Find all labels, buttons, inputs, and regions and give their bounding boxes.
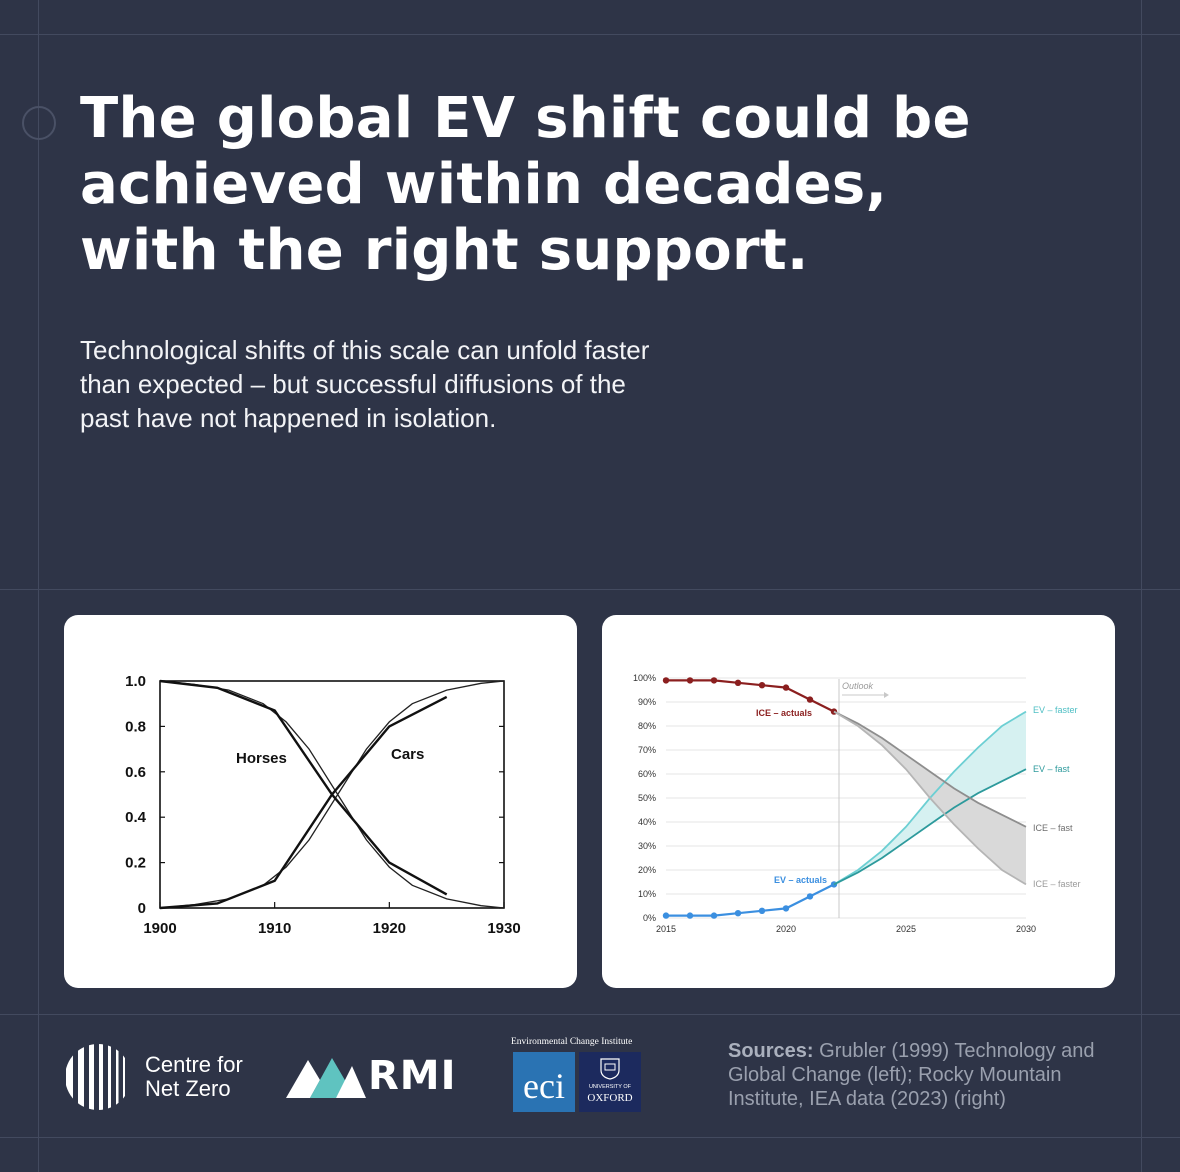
data-point [686, 677, 694, 684]
rmi-text: RMI [368, 1053, 457, 1099]
data-point [710, 677, 718, 684]
y-tick-label: 60% [638, 769, 656, 779]
grid-line [0, 1137, 1180, 1138]
label-ice-actuals: ICE – actuals [756, 708, 812, 718]
x-tick-label: 1910 [258, 920, 291, 937]
sources-note: Sources: Grubler (1999) Technology and G… [728, 1039, 1148, 1111]
data-point [734, 910, 742, 917]
y-tick-label: 80% [638, 721, 656, 731]
sources-text: Grubler (1999) Technology and [813, 1040, 1095, 1062]
series-line [666, 679, 835, 713]
oxford-crest-icon [600, 1058, 620, 1080]
series-line-cars [159, 695, 448, 910]
x-tick-label: 1920 [373, 920, 406, 937]
page-subtitle: Technological shifts of this scale can u… [80, 333, 760, 435]
x-tick-label: 2025 [896, 924, 916, 934]
sources-line: Sources: Grubler (1999) Technology and [728, 1039, 1148, 1063]
eci-header: Environmental Change Institute [511, 1037, 633, 1047]
rmi-mountain-icon [286, 1058, 366, 1098]
x-tick-label: 1900 [143, 920, 176, 937]
eci-text: eci [523, 1066, 565, 1106]
chart-card-ev-ice: 100% 90% 80% 70% 60% 50% 40% 30% 20% 10% 0% Outloo… [602, 615, 1115, 988]
subtitle-line: than expected – but successful diffusion… [80, 369, 626, 399]
y-tick-label: 50% [638, 793, 656, 803]
page-title: The global EV shift could be achieved wi… [80, 86, 1100, 284]
title-line: achieved within decades, [80, 152, 888, 217]
y-tick-label: 0.2 [125, 855, 146, 872]
series-label-cars: Cars [391, 746, 424, 763]
eci-mark: eci [513, 1052, 575, 1112]
y-tick-label: 0% [643, 913, 656, 923]
outlook-arrow-head [884, 692, 889, 698]
data-point [662, 677, 670, 684]
data-point [758, 682, 766, 689]
sources-label: Sources: [728, 1040, 814, 1062]
decorative-circle-icon [22, 106, 56, 140]
ev-ice-chart: 100% 90% 80% 70% 60% 50% 40% 30% 20% 10% 0% Outloo… [633, 673, 1081, 934]
data-point [662, 912, 670, 919]
data-point [806, 696, 814, 703]
subtitle-line: past have not happened in isolation. [80, 403, 497, 433]
grid-line [1141, 0, 1142, 1172]
data-point [686, 912, 694, 919]
data-point [758, 907, 766, 914]
sources-line: Institute, IEA data (2023) (right) [728, 1088, 1006, 1110]
sources-line: Global Change (left); Rocky Mountain [728, 1064, 1062, 1086]
data-point [806, 893, 814, 900]
label-ev-fast: EV – fast [1033, 764, 1070, 774]
horses-cars-chart: 1.0 0.8 0.6 0.4 0.2 0 1900 1910 1920 1930 Horses… [125, 673, 521, 937]
series-line [833, 710, 1027, 886]
series-label-horses: Horses [236, 750, 287, 767]
cnz-name-line2: Net Zero [145, 1076, 231, 1101]
series-line [833, 768, 1027, 886]
grid-line [0, 1014, 1180, 1015]
data-point [782, 684, 790, 691]
rmi-logo: RMI [286, 1052, 466, 1102]
title-line: The global EV shift could be [80, 86, 971, 151]
oxford-mark: UNIVERSITY OF OXFORD [579, 1052, 641, 1112]
y-tick-label: 0.8 [125, 718, 146, 735]
data-point [734, 679, 742, 686]
y-tick-label: 0 [138, 900, 146, 917]
outlook-label: Outlook [842, 681, 874, 691]
label-ice-fast: ICE – fast [1033, 823, 1073, 833]
grid-line [0, 34, 1180, 35]
label-ev-actuals: EV – actuals [774, 875, 827, 885]
eci-oxford-logo: Environmental Change Institute eci UNIVE… [511, 1036, 645, 1116]
y-tick-label: 100% [633, 673, 656, 683]
y-tick-label: 20% [638, 865, 656, 875]
y-tick-label: 40% [638, 817, 656, 827]
series-line [833, 710, 1027, 828]
chart-card-horses-cars: 1.0 0.8 0.6 0.4 0.2 0 1900 1910 1920 1930 Horses… [64, 615, 577, 988]
centre-for-net-zero-logo: Centre for Net Zero [64, 1043, 264, 1111]
y-tick-label: 90% [638, 697, 656, 707]
x-tick-label: 2030 [1016, 924, 1036, 934]
grid-line [38, 0, 39, 1172]
plot-frame [159, 680, 505, 909]
subtitle-line: Technological shifts of this scale can u… [80, 335, 650, 365]
oxford-small-text: UNIVERSITY OF [588, 1084, 632, 1090]
y-tick-label: 0.6 [125, 764, 146, 781]
x-tick-label: 2020 [776, 924, 796, 934]
series-line-horses [159, 679, 448, 896]
x-tick-label: 1930 [487, 920, 520, 937]
y-tick-label: 0.4 [125, 809, 147, 826]
y-tick-label: 10% [638, 889, 656, 899]
data-point [710, 912, 718, 919]
label-ice-faster: ICE – faster [1033, 879, 1081, 889]
oxford-name-text: OXFORD [587, 1092, 633, 1104]
y-tick-label: 1.0 [125, 673, 146, 690]
label-ev-faster: EV – faster [1033, 705, 1078, 715]
title-line: with the right support. [80, 218, 809, 283]
x-tick-label: 2015 [656, 924, 676, 934]
cnz-name-line1: Centre for [145, 1052, 243, 1077]
series-line [666, 883, 835, 917]
y-tick-label: 30% [638, 841, 656, 851]
data-point [782, 905, 790, 912]
y-tick-label: 70% [638, 745, 656, 755]
grid-line [0, 589, 1180, 590]
cnz-stripes-icon [66, 1044, 125, 1110]
